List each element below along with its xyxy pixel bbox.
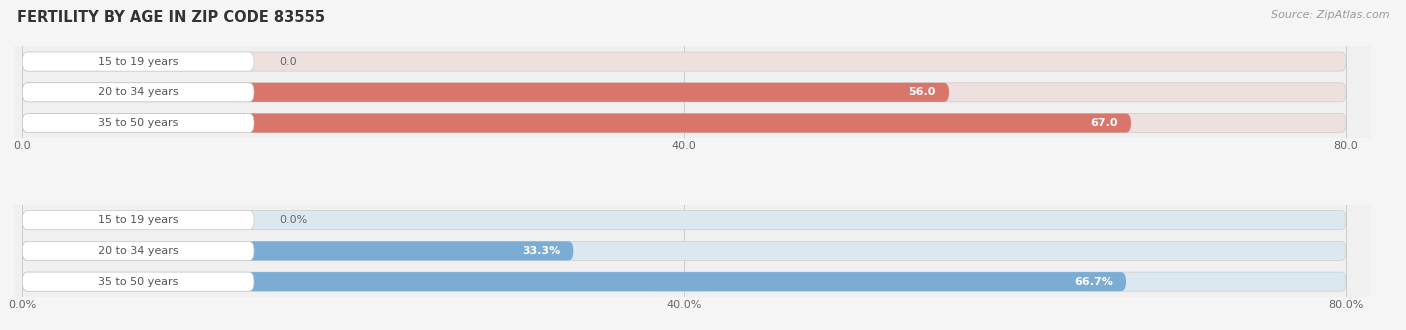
FancyBboxPatch shape xyxy=(22,272,1126,291)
FancyBboxPatch shape xyxy=(22,114,1346,133)
Text: 20 to 34 years: 20 to 34 years xyxy=(98,87,179,97)
FancyBboxPatch shape xyxy=(22,241,254,260)
Text: 56.0: 56.0 xyxy=(908,87,935,97)
FancyBboxPatch shape xyxy=(22,114,254,133)
Text: 15 to 19 years: 15 to 19 years xyxy=(98,215,179,225)
FancyBboxPatch shape xyxy=(22,211,1346,230)
FancyBboxPatch shape xyxy=(22,83,949,102)
Text: 66.7%: 66.7% xyxy=(1074,277,1112,287)
Text: Source: ZipAtlas.com: Source: ZipAtlas.com xyxy=(1271,10,1389,20)
Text: 67.0: 67.0 xyxy=(1090,118,1118,128)
FancyBboxPatch shape xyxy=(22,241,1346,260)
FancyBboxPatch shape xyxy=(22,241,574,260)
FancyBboxPatch shape xyxy=(22,83,1346,102)
FancyBboxPatch shape xyxy=(22,114,1130,133)
Text: 0.0: 0.0 xyxy=(278,56,297,67)
FancyBboxPatch shape xyxy=(22,272,254,291)
FancyBboxPatch shape xyxy=(22,52,254,71)
Text: 33.3%: 33.3% xyxy=(522,246,560,256)
FancyBboxPatch shape xyxy=(22,211,254,230)
Text: 0.0%: 0.0% xyxy=(278,215,307,225)
Text: 15 to 19 years: 15 to 19 years xyxy=(98,56,179,67)
FancyBboxPatch shape xyxy=(22,52,1346,71)
Text: 35 to 50 years: 35 to 50 years xyxy=(98,118,179,128)
FancyBboxPatch shape xyxy=(22,83,254,102)
Text: 35 to 50 years: 35 to 50 years xyxy=(98,277,179,287)
Text: 20 to 34 years: 20 to 34 years xyxy=(98,246,179,256)
FancyBboxPatch shape xyxy=(22,272,1346,291)
Text: FERTILITY BY AGE IN ZIP CODE 83555: FERTILITY BY AGE IN ZIP CODE 83555 xyxy=(17,10,325,25)
